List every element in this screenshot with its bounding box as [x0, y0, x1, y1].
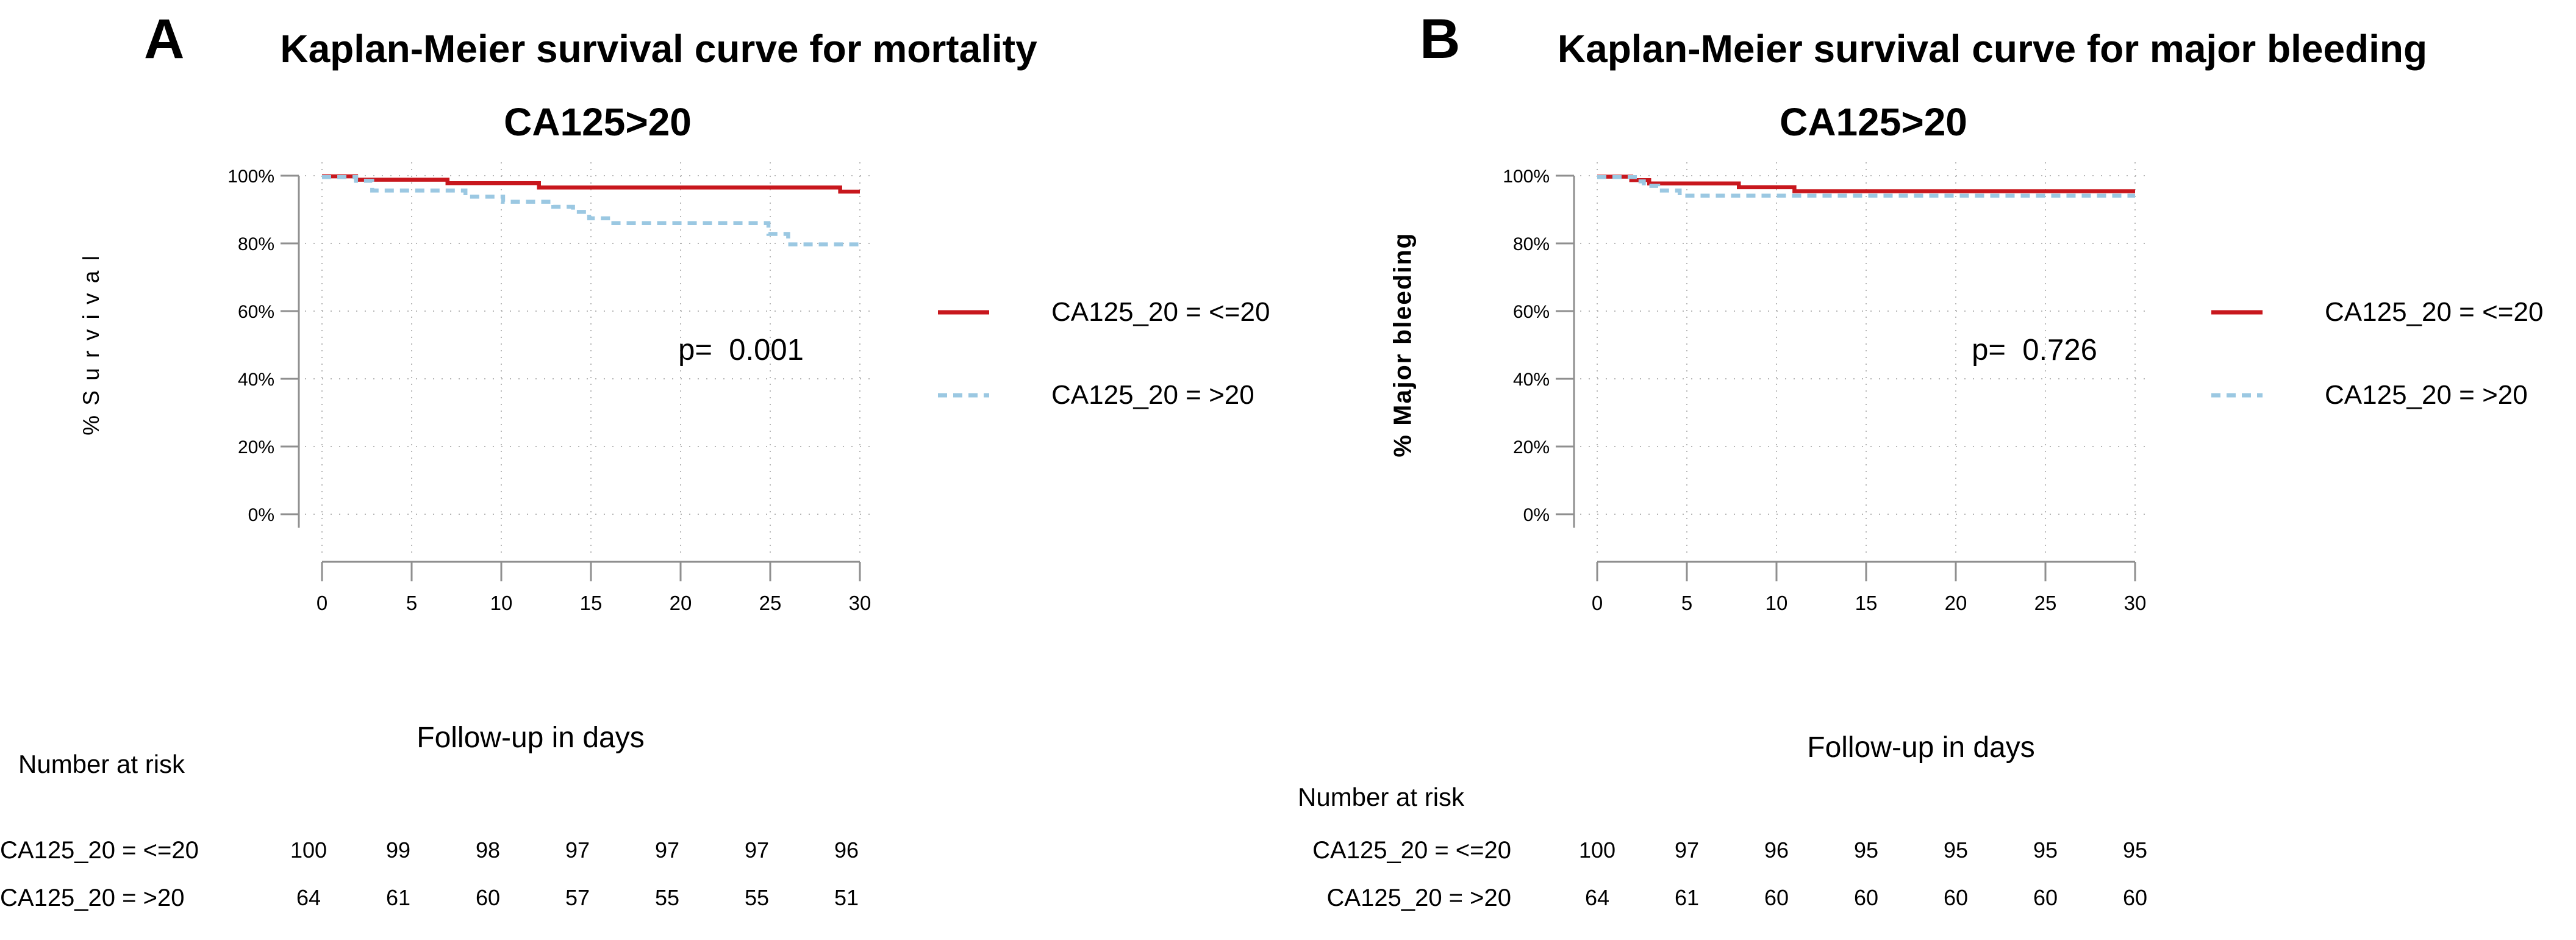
- legend-line-solid-icon: [938, 310, 989, 315]
- y-tick-label: 60%: [1513, 302, 1550, 322]
- risk-count: 64: [1584, 885, 1610, 910]
- y-tick-label: 0%: [248, 505, 274, 525]
- risk-row-values: 64 61 60 57 55 55 51: [0, 887, 1288, 917]
- risk-row-values: 64 61 60 60 60 60 60: [1288, 887, 2576, 917]
- x-tick-label: 30: [849, 592, 871, 614]
- y-tick-label: 20%: [1513, 437, 1550, 457]
- risk-row-values: 100 97 96 95 95 95 95: [1288, 839, 2576, 870]
- risk-count: 60: [475, 885, 501, 910]
- km-plot-mortality: 100% 80% 60% 40% 20% 0% 0 5 10 15 20 25 30: [227, 162, 875, 614]
- y-axis-label: % S u r v i v a l: [79, 254, 104, 436]
- x-tick-label: 0: [1592, 592, 1603, 614]
- panel-letter: B: [1420, 8, 1461, 70]
- panel-major-bleeding: B Kaplan-Meier survival curve for major …: [1288, 0, 2576, 940]
- risk-row-label: CA125_20 = <=20: [1312, 837, 1511, 864]
- y-tick-label: 40%: [1513, 370, 1550, 390]
- legend-item: CA125_20 = <=20: [937, 294, 1270, 331]
- x-tick-label: 5: [406, 592, 417, 614]
- risk-count: 60: [2033, 885, 2058, 910]
- risk-count: 57: [565, 885, 590, 910]
- x-tick-label: 25: [2034, 592, 2057, 614]
- km-curve: [1597, 174, 2135, 198]
- x-tick-label: 15: [580, 592, 603, 614]
- risk-count: 95: [1853, 838, 1879, 863]
- risk-count: 51: [834, 885, 859, 910]
- risk-count: 61: [1674, 885, 1700, 910]
- y-tick-label: 100%: [227, 167, 274, 187]
- risk-table-header: Number at risk: [18, 750, 185, 778]
- legend-item: CA125_20 = >20: [2210, 377, 2528, 414]
- y-tick-label: 80%: [238, 234, 274, 254]
- risk-count: 61: [385, 885, 411, 910]
- km-plot-major-bleeding: 100% 80% 60% 40% 20% 0% 0 5 10 15 20 25 30: [1503, 162, 2150, 614]
- chart-title: Kaplan-Meier survival curve for mortalit…: [280, 27, 1037, 71]
- x-axis-title: Follow-up in days: [417, 722, 645, 754]
- x-axis-title: Follow-up in days: [1807, 731, 2035, 764]
- legend-label: CA125_20 = >20: [2325, 380, 2528, 410]
- y-tick-label: 0%: [1523, 505, 1550, 525]
- risk-row-label: CA125_20 = >20: [1326, 884, 1511, 911]
- panel-letter: A: [144, 8, 185, 70]
- y-tick-label: 40%: [238, 370, 274, 390]
- legend-item: CA125_20 = >20: [937, 377, 1254, 414]
- risk-table-header: Number at risk: [1298, 783, 1465, 811]
- p-value: p= 0.001: [678, 334, 804, 367]
- chart-subtitle: CA125>20: [1780, 100, 1967, 144]
- legend-item: CA125_20 = <=20: [2210, 294, 2543, 331]
- risk-count: 95: [1943, 838, 1969, 863]
- x-tick-label: 5: [1681, 592, 1692, 614]
- x-tick-label: 10: [490, 592, 513, 614]
- risk-count: 60: [1853, 885, 1879, 910]
- y-tick-label: 60%: [238, 302, 274, 322]
- risk-count: 100: [1578, 838, 1616, 863]
- x-tick-label: 20: [670, 592, 692, 614]
- risk-count: 97: [565, 838, 590, 863]
- risk-count: 95: [2033, 838, 2058, 863]
- legend-line-dashed-icon: [938, 393, 989, 398]
- x-tick-label: 15: [1855, 592, 1878, 614]
- risk-count: 96: [834, 838, 859, 863]
- x-tick-label: 20: [1945, 592, 1967, 614]
- legend-line-solid-icon: [2211, 310, 2263, 315]
- risk-count: 60: [2122, 885, 2148, 910]
- risk-count: 95: [2122, 838, 2148, 863]
- legend-label: CA125_20 = >20: [1051, 380, 1254, 410]
- chart-title: Kaplan-Meier survival curve for major bl…: [1557, 27, 2428, 71]
- x-tick-label: 10: [1766, 592, 1788, 614]
- legend-line-dashed-icon: [2211, 393, 2263, 398]
- risk-count: 99: [385, 838, 411, 863]
- y-tick-label: 20%: [238, 437, 274, 457]
- risk-count: 98: [475, 838, 501, 863]
- risk-count: 97: [1674, 838, 1700, 863]
- risk-count: 97: [744, 838, 770, 863]
- y-tick-label: 80%: [1513, 234, 1550, 254]
- legend-label: CA125_20 = <=20: [2325, 297, 2544, 327]
- y-tick-label: 100%: [1503, 167, 1550, 187]
- risk-count: 96: [1764, 838, 1789, 863]
- x-tick-label: 0: [317, 592, 327, 614]
- panel-mortality: A Kaplan-Meier survival curve for mortal…: [0, 8, 1288, 917]
- risk-count: 64: [296, 885, 321, 910]
- risk-count: 100: [290, 838, 327, 863]
- risk-count: 60: [1764, 885, 1789, 910]
- x-tick-label: 25: [759, 592, 782, 614]
- risk-count: 55: [744, 885, 770, 910]
- legend-label: CA125_20 = <=20: [1051, 297, 1270, 327]
- risk-count: 55: [654, 885, 680, 910]
- x-tick-label: 30: [2124, 592, 2147, 614]
- p-value: p= 0.726: [1972, 334, 2097, 367]
- risk-row-label: CA125_20 = >20: [0, 884, 185, 911]
- risk-count: 60: [1943, 885, 1969, 910]
- chart-subtitle: CA125>20: [504, 100, 692, 144]
- y-axis-label: % Major bleeding: [1388, 232, 1417, 457]
- risk-row-values: 100 99 98 97 97 97 96: [0, 839, 1288, 870]
- risk-row-label: CA125_20 = <=20: [0, 837, 199, 864]
- risk-count: 97: [654, 838, 680, 863]
